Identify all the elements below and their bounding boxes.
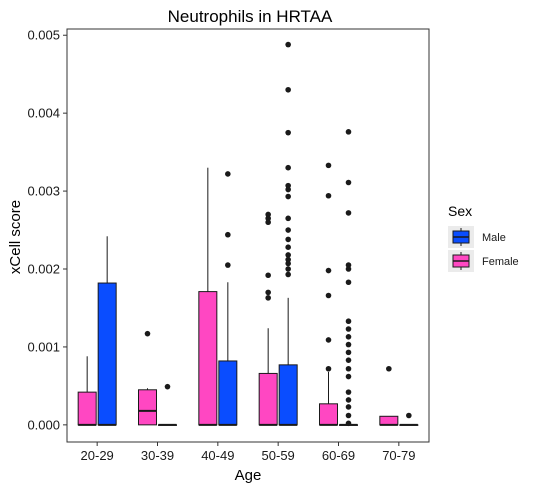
outlier-point [285, 193, 291, 200]
outlier-point [285, 266, 291, 272]
box-female-40-49 [198, 291, 218, 426]
y-axis-title: xCell score [7, 200, 24, 274]
x-tick-label: 70-79 [382, 448, 415, 463]
outlier-point [345, 365, 352, 372]
outlier-point [345, 341, 352, 348]
outlier-point [345, 349, 352, 356]
outlier-point [164, 383, 171, 390]
x-tick-label: 20-29 [81, 448, 114, 463]
outlier-point [265, 215, 271, 222]
legend-title: Sex [448, 203, 472, 219]
outlier-point [144, 330, 151, 337]
outlier-point [345, 179, 352, 186]
outlier-point [285, 244, 291, 250]
legend: Sex Male Female [448, 203, 519, 272]
outlier-point [285, 86, 291, 93]
outlier-point [345, 389, 352, 395]
outlier-point [325, 192, 332, 199]
outlier-point [325, 267, 332, 274]
outlier-point [285, 271, 291, 278]
outlier-point [386, 365, 392, 372]
x-tick-label: 50-59 [262, 448, 295, 463]
outlier-point [265, 295, 271, 301]
legend-label-male: Male [482, 232, 506, 244]
x-tick-label: 30-39 [141, 448, 174, 463]
x-tick-label: 40-49 [201, 448, 234, 463]
box-female-60-69 [319, 403, 338, 426]
outlier-point [345, 210, 352, 216]
y-tick-label: 0.001 [27, 339, 60, 354]
outlier-point [285, 260, 291, 267]
outlier-point [325, 337, 332, 343]
outlier-point [345, 279, 352, 286]
box-male-50-59 [278, 364, 298, 426]
outlier-point [345, 373, 352, 380]
outlier-point [345, 334, 352, 340]
box-male-20-29 [97, 282, 117, 426]
box-male-40-49 [218, 360, 238, 426]
outlier-point [285, 41, 291, 48]
y-tick-label: 0.002 [27, 262, 60, 277]
outlier-point [285, 182, 291, 189]
y-axis: 0.000 0.001 0.002 0.003 0.004 0.005 [27, 28, 67, 432]
y-tick-label: 0.003 [27, 184, 60, 199]
plot-panel [66, 28, 430, 443]
y-tick-label: 0.005 [27, 28, 60, 43]
outlier-point [265, 272, 271, 279]
x-axis: 20-29 30-39 40-49 50-59 60-69 70-79 [81, 442, 415, 463]
box-female-20-29 [77, 391, 97, 426]
y-tick-label: 0.004 [27, 106, 60, 121]
outlier-point [285, 256, 291, 263]
x-axis-title: Age [235, 467, 262, 484]
outlier-point [345, 404, 352, 410]
outlier-point [406, 412, 412, 419]
y-tick-label: 0.000 [27, 417, 60, 432]
box-female-30-39 [138, 389, 157, 426]
x-tick-label: 60-69 [322, 448, 355, 463]
outlier-point [265, 289, 271, 296]
outlier-point [345, 412, 352, 419]
outlier-point [265, 211, 271, 218]
outlier-point [265, 219, 271, 226]
legend-label-female: Female [482, 256, 519, 268]
outlier-point [285, 227, 291, 233]
plot-area [77, 41, 419, 427]
outlier-point [345, 266, 352, 272]
outlier-point [285, 129, 291, 136]
outlier-point [225, 262, 231, 268]
box-female-70-79 [379, 415, 399, 426]
outlier-point [345, 357, 352, 363]
outlier-point [285, 164, 291, 171]
outlier-point [285, 215, 291, 222]
outlier-point [225, 231, 231, 238]
outlier-point [345, 318, 352, 325]
outlier-point [325, 162, 332, 169]
outlier-point [285, 236, 291, 243]
outlier-point [285, 252, 291, 258]
outlier-point [225, 171, 231, 177]
outlier-point [285, 186, 291, 193]
outlier-point [345, 326, 352, 332]
box-female-50-59 [258, 372, 278, 426]
outlier-point [345, 262, 352, 268]
outlier-point [345, 397, 352, 403]
outlier-point [345, 420, 352, 427]
outlier-point [345, 129, 352, 135]
outlier-point [325, 292, 332, 299]
outlier-point [325, 365, 332, 372]
chart-title: Neutrophils in HRTAA [168, 7, 333, 26]
